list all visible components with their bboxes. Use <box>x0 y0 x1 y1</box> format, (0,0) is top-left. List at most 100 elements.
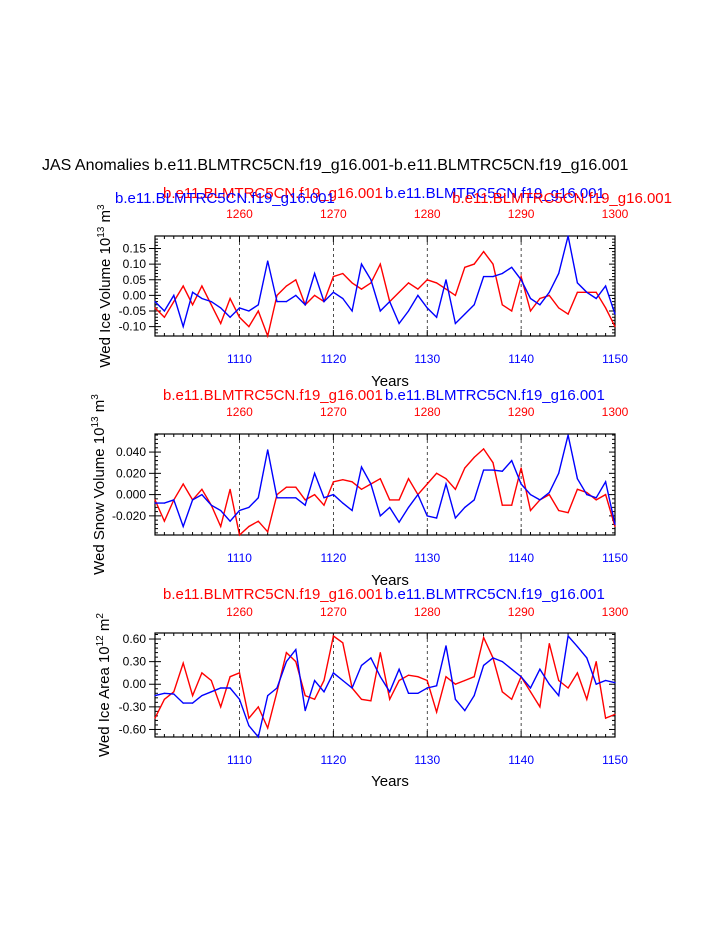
data-point-blue <box>576 646 579 648</box>
data-point-blue <box>511 668 513 670</box>
y-axis-label-text: Wed Ice Area 10 <box>96 646 113 757</box>
data-point-red <box>567 512 569 514</box>
data-point-red <box>426 483 428 485</box>
y-axis-label-exponent: 12 <box>95 635 106 647</box>
data-point-blue <box>426 515 428 517</box>
data-point-red <box>454 294 456 296</box>
data-point-blue <box>370 483 372 485</box>
data-point-red <box>520 467 522 469</box>
data-point-blue <box>210 301 212 303</box>
x-axis-label: Years <box>371 373 409 390</box>
data-point-blue <box>173 499 175 501</box>
data-point-red <box>558 679 560 682</box>
data-point-blue <box>407 506 410 508</box>
data-point-red <box>445 676 447 678</box>
data-point-blue <box>483 469 485 471</box>
data-point-blue <box>389 691 391 693</box>
volume-panel: 1110 1120 1130 1140 1150 1260 1270 1280 1290 1300… <box>96 185 672 390</box>
series-line-blue <box>154 235 616 330</box>
data-point-blue <box>520 483 522 485</box>
data-point-red <box>173 691 175 693</box>
data-point-blue <box>267 260 269 262</box>
y-tick-label: 0.00 <box>123 288 147 302</box>
data-point-blue <box>276 301 278 303</box>
x-tick-label-bottom: 1110 <box>227 551 252 565</box>
series-line-red <box>154 634 616 731</box>
data-point-red <box>407 282 410 284</box>
data-point-red <box>379 652 381 654</box>
data-point-red <box>323 679 325 682</box>
data-point-red <box>182 483 184 485</box>
data-point-red <box>304 695 306 697</box>
data-point-blue <box>314 679 316 682</box>
data-point-red <box>257 706 259 708</box>
y-tick-label: 0.30 <box>123 655 147 669</box>
data-point-blue <box>473 304 475 306</box>
data-point-blue <box>351 310 353 312</box>
data-point-red <box>586 698 588 700</box>
data-point-blue <box>567 235 569 237</box>
data-point-blue <box>182 326 184 328</box>
data-point-blue <box>417 494 419 496</box>
data-point-blue <box>304 710 306 712</box>
data-point-blue <box>173 693 175 695</box>
x-tick-label-top: 1290 <box>508 207 535 221</box>
data-point-red <box>154 307 156 309</box>
data-point-blue <box>379 515 381 517</box>
y-tick-label: -0.60 <box>119 722 147 736</box>
data-point-red <box>220 525 222 528</box>
data-point-red <box>360 488 363 490</box>
data-point-blue <box>539 499 541 501</box>
data-point-blue <box>586 494 588 496</box>
data-point-red <box>511 310 513 312</box>
y-axis-label-exponent: 3 <box>90 394 101 400</box>
data-point-blue <box>492 657 494 659</box>
x-tick-label-top: 1300 <box>602 207 629 221</box>
data-point-red <box>398 499 400 501</box>
data-point-blue <box>210 691 212 693</box>
data-point-red <box>614 713 616 716</box>
data-point-red <box>529 691 532 693</box>
data-point-red <box>238 534 241 536</box>
data-point-red <box>351 282 353 284</box>
data-point-red <box>379 478 381 480</box>
data-point-blue <box>436 685 438 687</box>
x-tick-label-top: 1300 <box>602 605 629 619</box>
series-line-blue <box>154 634 616 739</box>
y-tick-label: 0.00 <box>123 677 147 691</box>
data-point-blue <box>379 310 381 312</box>
x-tick-label-bottom: 1120 <box>320 753 346 767</box>
y-tick-label: -0.05 <box>119 304 147 318</box>
data-point-red <box>445 478 447 480</box>
y-axis-label-exponent: 13 <box>90 416 101 428</box>
data-point-blue <box>511 266 513 268</box>
data-point-red <box>567 687 569 689</box>
data-point-blue <box>182 702 184 704</box>
x-tick-label-bottom: 1150 <box>602 352 628 366</box>
data-point-blue <box>548 491 550 494</box>
data-point-red <box>548 494 550 496</box>
data-point-blue <box>285 661 287 663</box>
data-point-red <box>304 499 306 501</box>
data-point-red <box>605 494 607 496</box>
data-point-red <box>548 643 550 645</box>
data-point-red <box>238 316 241 318</box>
data-point-red <box>379 263 381 265</box>
data-point-red <box>454 488 456 490</box>
data-point-red <box>407 478 410 480</box>
data-point-blue <box>398 521 400 523</box>
data-point-blue <box>248 506 250 508</box>
data-point-blue <box>238 307 241 309</box>
y-axis-label-exponent: 2 <box>95 613 106 619</box>
data-point-red <box>257 310 259 312</box>
y-axis-label-text: m <box>97 210 114 227</box>
data-point-blue <box>314 472 316 474</box>
data-point-red <box>192 304 194 306</box>
data-point-red <box>492 263 494 265</box>
data-point-blue <box>464 506 466 508</box>
data-point-blue <box>558 472 560 474</box>
y-axis-label-exponent: 13 <box>96 226 107 238</box>
data-point-blue <box>257 497 259 499</box>
data-point-red <box>436 711 438 713</box>
data-point-red <box>220 706 222 708</box>
